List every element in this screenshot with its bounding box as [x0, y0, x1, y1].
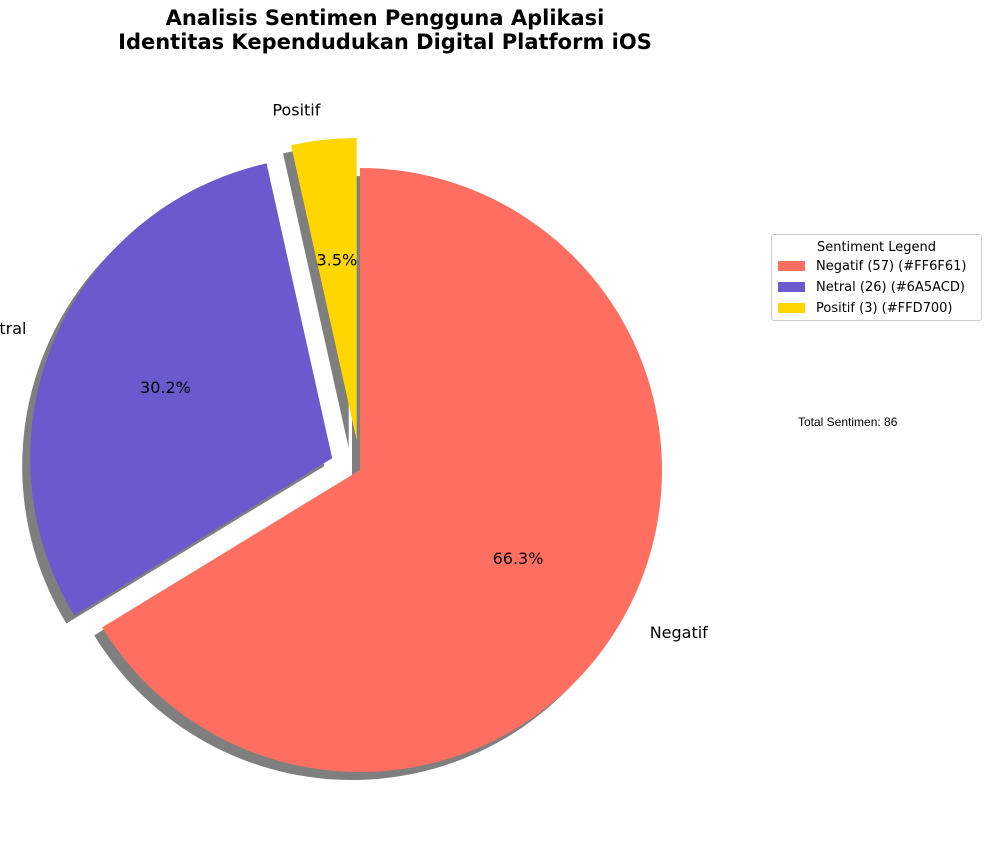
pie-slice-positif — [291, 137, 357, 440]
pie-slice-negatif — [102, 168, 663, 772]
category-label-negatif: Negatif — [650, 623, 708, 642]
legend-swatch-positif — [778, 303, 805, 313]
legend-swatch-netral — [778, 282, 805, 292]
legend-item-negatif: Negatif (57) (#FF6F61) — [772, 256, 981, 277]
legend-title: Sentiment Legend — [816, 240, 937, 255]
legend: Sentiment Legend Negatif (57) (#FF6F61) … — [771, 234, 982, 321]
percent-label-netral: 30.2% — [140, 378, 191, 397]
chart-title: Analisis Sentimen Pengguna Aplikasi Iden… — [0, 6, 770, 54]
legend-item-netral: Netral (26) (#6A5ACD) — [772, 277, 981, 298]
percent-label-negatif: 66.3% — [493, 549, 544, 568]
wedge-layer — [30, 137, 663, 772]
legend-swatch-negatif — [778, 261, 805, 271]
category-label-netral: Netral — [0, 319, 26, 338]
label-layer: 66.3% Negatif 30.2% Netral 3.5% Positif — [0, 100, 708, 642]
pie-slice-netral — [30, 163, 333, 616]
percent-label-positif: 3.5% — [317, 250, 358, 269]
legend-label-positif: Positif (3) (#FFD700) — [816, 301, 953, 316]
legend-label-netral: Netral (26) (#6A5ACD) — [816, 280, 965, 295]
total-sentiment-annotation: Total Sentimen: 86 — [798, 415, 898, 429]
category-label-positif: Positif — [272, 100, 320, 119]
chart-title-line-2: Identitas Kependudukan Digital Platform … — [118, 30, 652, 54]
legend-label-negatif: Negatif (57) (#FF6F61) — [816, 259, 967, 274]
chart-title-line-1: Analisis Sentimen Pengguna Aplikasi — [165, 6, 605, 30]
legend-item-positif: Positif (3) (#FFD700) — [772, 298, 981, 319]
